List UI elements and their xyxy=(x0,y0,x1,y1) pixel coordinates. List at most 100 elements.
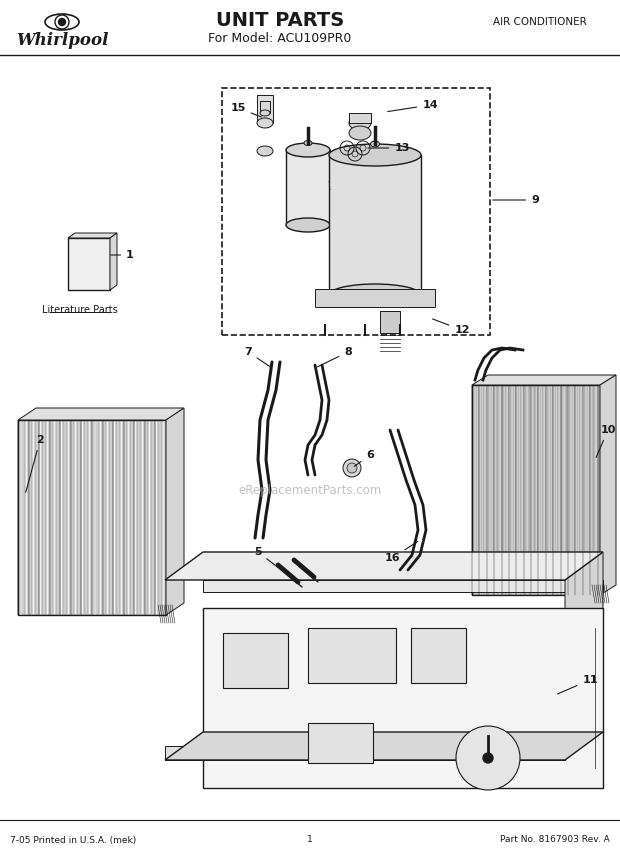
Polygon shape xyxy=(68,233,117,238)
Polygon shape xyxy=(165,552,603,580)
Bar xyxy=(560,385,562,595)
Bar xyxy=(593,385,595,595)
Bar xyxy=(156,420,158,615)
Bar xyxy=(124,420,126,615)
Bar xyxy=(516,385,518,595)
Bar xyxy=(60,420,63,615)
Bar xyxy=(563,385,565,595)
Circle shape xyxy=(456,726,520,790)
Ellipse shape xyxy=(371,141,379,147)
Polygon shape xyxy=(165,746,565,760)
Bar xyxy=(35,420,38,615)
Bar xyxy=(538,385,540,595)
Text: 5: 5 xyxy=(254,547,282,570)
Text: 10: 10 xyxy=(596,425,616,457)
Bar xyxy=(95,420,98,615)
Bar xyxy=(489,385,491,595)
Bar xyxy=(46,420,48,615)
Bar xyxy=(556,385,557,595)
Ellipse shape xyxy=(349,116,371,130)
Bar xyxy=(472,385,474,595)
Bar xyxy=(222,88,490,335)
Bar xyxy=(71,420,73,615)
Bar xyxy=(526,385,528,595)
Bar xyxy=(74,420,77,615)
Bar xyxy=(32,420,35,615)
Bar xyxy=(484,385,486,595)
Bar xyxy=(580,385,582,595)
Bar xyxy=(512,385,513,595)
Bar xyxy=(89,420,91,615)
Bar xyxy=(203,608,603,788)
Bar xyxy=(117,420,119,615)
Bar xyxy=(68,420,70,615)
Bar xyxy=(551,385,552,595)
Bar xyxy=(152,420,154,615)
Text: 7: 7 xyxy=(244,347,270,366)
Bar xyxy=(482,385,484,595)
Text: Part No. 8167903 Rev. A: Part No. 8167903 Rev. A xyxy=(500,835,610,845)
Ellipse shape xyxy=(343,459,361,477)
Bar xyxy=(565,385,567,595)
Bar xyxy=(145,420,148,615)
Bar xyxy=(474,385,476,595)
Text: 13: 13 xyxy=(368,143,410,153)
Text: AIR CONDITIONER: AIR CONDITIONER xyxy=(493,17,587,27)
Bar xyxy=(531,385,533,595)
Ellipse shape xyxy=(257,146,273,156)
Bar xyxy=(494,385,496,595)
Bar xyxy=(472,385,600,595)
Bar xyxy=(141,420,144,615)
Text: eReplacementParts.com: eReplacementParts.com xyxy=(238,484,382,496)
Bar xyxy=(499,385,501,595)
Ellipse shape xyxy=(257,118,273,128)
Bar xyxy=(546,385,547,595)
Ellipse shape xyxy=(286,218,330,232)
Bar xyxy=(81,420,84,615)
Bar xyxy=(588,385,590,595)
Circle shape xyxy=(483,753,493,763)
Ellipse shape xyxy=(260,110,270,116)
Bar xyxy=(504,385,506,595)
Bar xyxy=(548,385,550,595)
Bar xyxy=(534,385,536,595)
Bar xyxy=(127,420,130,615)
Bar xyxy=(477,385,479,595)
Text: Whirlpool: Whirlpool xyxy=(16,32,108,49)
Ellipse shape xyxy=(286,143,330,157)
Bar xyxy=(85,420,87,615)
Ellipse shape xyxy=(304,140,312,146)
Bar xyxy=(585,385,587,595)
Text: 6: 6 xyxy=(354,450,374,467)
Bar xyxy=(507,385,508,595)
Bar xyxy=(514,385,516,595)
Text: Literature Parts: Literature Parts xyxy=(42,305,118,315)
Bar xyxy=(541,385,542,595)
Bar xyxy=(570,385,572,595)
Text: 12: 12 xyxy=(433,319,470,335)
Text: 14: 14 xyxy=(388,100,438,111)
Bar xyxy=(583,385,585,595)
Bar xyxy=(543,385,545,595)
Bar xyxy=(595,385,597,595)
Bar xyxy=(39,420,42,615)
Polygon shape xyxy=(165,732,603,760)
Text: 11: 11 xyxy=(557,675,598,694)
Text: 1: 1 xyxy=(111,250,134,260)
Bar xyxy=(57,420,60,615)
Text: 15: 15 xyxy=(230,103,262,117)
Bar xyxy=(106,420,108,615)
Bar xyxy=(138,420,140,615)
Bar xyxy=(558,385,560,595)
Bar xyxy=(598,385,600,595)
Bar xyxy=(131,420,133,615)
Bar xyxy=(502,385,503,595)
Bar xyxy=(135,420,137,615)
Bar xyxy=(578,385,580,595)
Bar xyxy=(102,420,105,615)
Bar xyxy=(524,385,526,595)
Bar xyxy=(64,420,66,615)
Bar xyxy=(159,420,161,615)
Text: 1: 1 xyxy=(307,835,313,845)
Bar xyxy=(575,385,577,595)
